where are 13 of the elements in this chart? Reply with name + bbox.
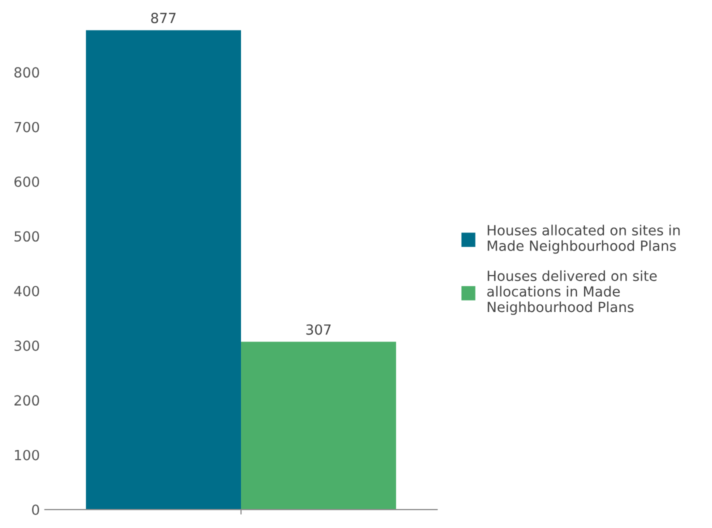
legend-label: Houses delivered on site allocations in Made Neighbourhood Plans (487, 270, 657, 315)
y-tick-label: 0 (32, 504, 40, 515)
y-tick-label: 400 (14, 286, 40, 296)
y-tick-label: 600 (14, 176, 40, 187)
y-tick-label: 500 (14, 231, 40, 242)
y-tick-label: 700 (14, 122, 40, 132)
legend-label: Houses allocated on sites in Made Neighbourhood Plans (488, 224, 680, 254)
y-tick-label: 800 (14, 67, 40, 78)
y-tick-label: 300 (14, 340, 40, 351)
data-label: 307 (306, 324, 331, 335)
y-tick-label: 200 (14, 395, 40, 406)
data-label: 877 (151, 12, 176, 24)
y-tick-label: 100 (15, 450, 40, 460)
